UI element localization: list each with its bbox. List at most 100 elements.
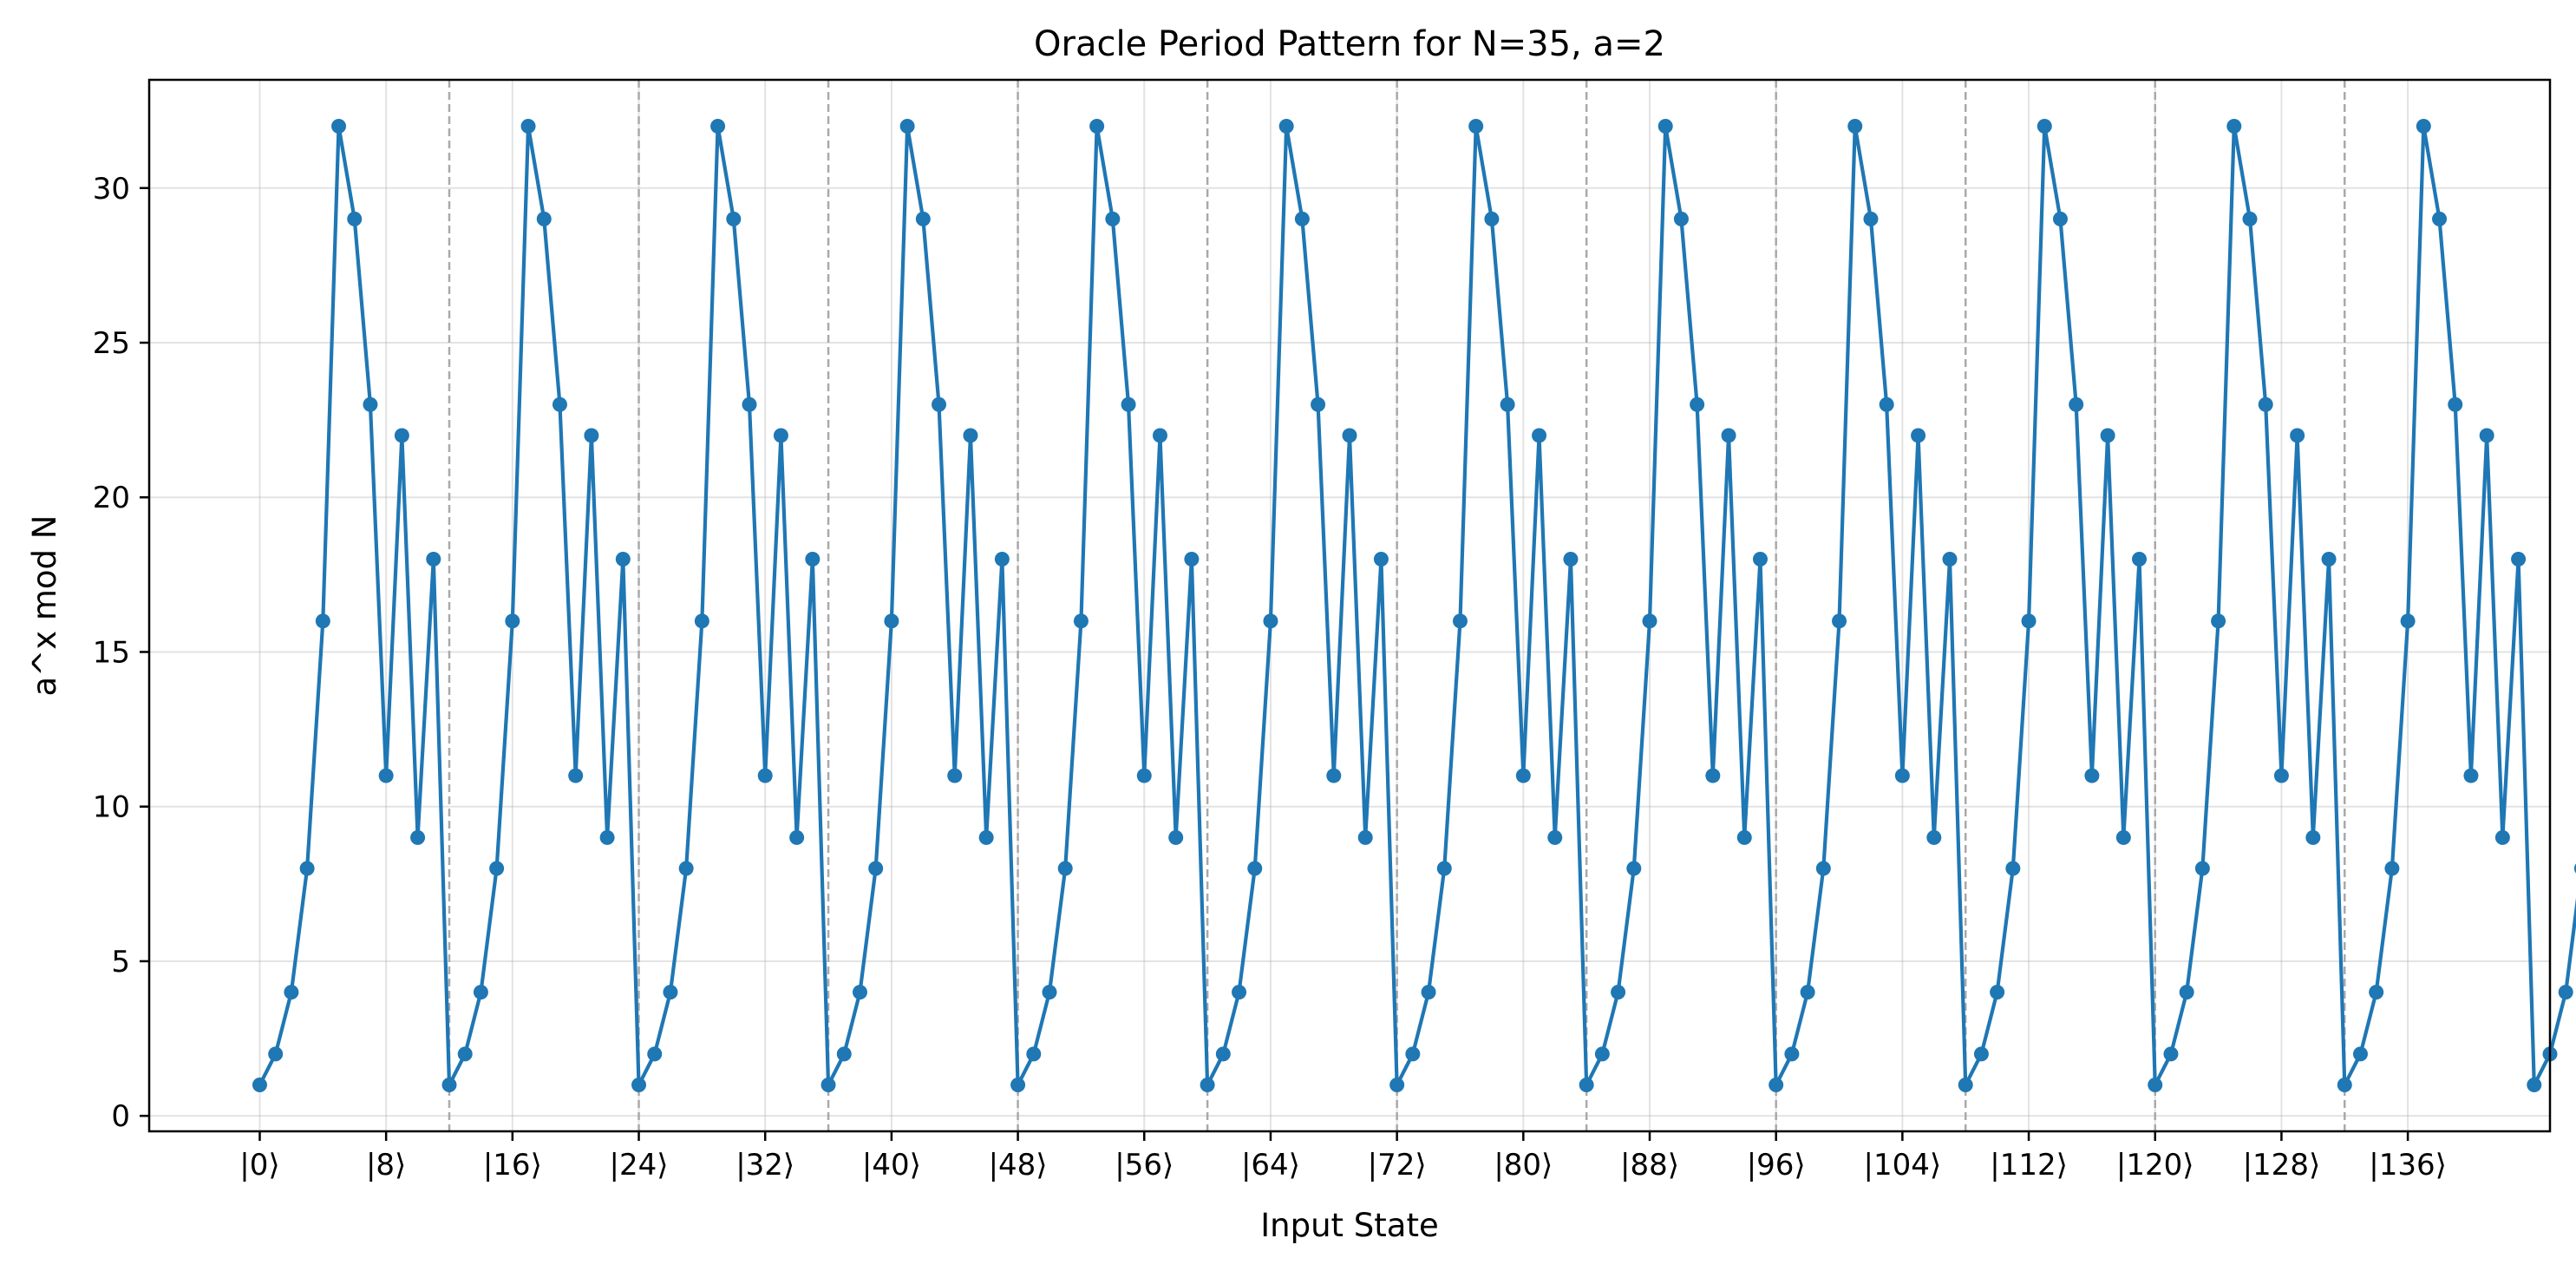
data-point: [2573, 863, 2576, 874]
data-point: [1626, 861, 1642, 876]
x-axis-ticks: |0⟩ |8⟩ |16⟩ |24⟩ |32⟩ |40⟩ |48⟩ |56⟩ |64⟩ |72⟩ |8…: [239, 1131, 2447, 1183]
data-point: [1421, 985, 1436, 1000]
data-point: [1468, 118, 1484, 134]
data-point: [1863, 211, 1879, 226]
data-point: [1200, 1078, 1215, 1093]
data-point: [1847, 118, 1863, 134]
data-point: [2432, 211, 2448, 226]
data-point: [2194, 861, 2210, 876]
data-point: [1184, 552, 1200, 567]
data-point: [1105, 211, 1121, 226]
data-point: [2369, 985, 2384, 1000]
x-axis-label: Input State: [1260, 1207, 1439, 1244]
x-tick-label: |40⟩: [862, 1148, 921, 1183]
data-point: [599, 829, 615, 845]
data-point: [742, 396, 757, 412]
data-point: [899, 118, 915, 134]
x-tick-label: |56⟩: [1115, 1148, 1174, 1183]
x-tick-label: |88⟩: [1620, 1148, 1679, 1183]
data-point: [1532, 428, 1547, 443]
x-tick-label: |72⟩: [1368, 1148, 1427, 1183]
data-point: [410, 829, 426, 845]
y-axis-ticks: 0 5 10 15 20 25 30: [93, 172, 149, 1134]
chart-title: Oracle Period Pattern for N=35, a=2: [1034, 24, 1665, 64]
y-axis-label: a^x mod N: [26, 515, 63, 697]
data-point: [2273, 768, 2289, 783]
data-point: [1736, 829, 1752, 845]
data-point: [315, 613, 330, 629]
data-point: [647, 1046, 663, 1062]
data-point: [631, 1078, 647, 1093]
data-point: [1942, 552, 1958, 567]
data-point: [1389, 1078, 1405, 1093]
x-tick-label: |96⟩: [1747, 1148, 1806, 1183]
data-point: [347, 211, 363, 226]
data-point: [378, 768, 394, 783]
data-point: [915, 211, 931, 226]
data-point: [1784, 1046, 1800, 1062]
data-point: [1990, 985, 2005, 1000]
data-point: [1042, 985, 1057, 1000]
x-tick-label: |104⟩: [1864, 1148, 1942, 1183]
data-point: [2337, 1078, 2352, 1093]
data-point: [884, 613, 899, 629]
data-point: [1594, 1046, 1610, 1062]
data-point: [726, 211, 742, 226]
data-point: [1294, 211, 1310, 226]
data-point: [2352, 1046, 2368, 1062]
data-point: [994, 552, 1010, 567]
data-point: [489, 861, 505, 876]
data-point: [1832, 613, 1847, 629]
data-point: [2163, 1046, 2179, 1062]
data-point: [299, 861, 315, 876]
y-tick-label: 15: [93, 635, 130, 670]
data-point: [1500, 396, 1515, 412]
data-point: [2021, 613, 2037, 629]
data-point: [1436, 861, 1452, 876]
period-lines: [448, 80, 2346, 1131]
y-tick-label: 30: [93, 172, 130, 206]
data-point: [1342, 428, 1357, 443]
x-tick-label: |16⟩: [483, 1148, 542, 1183]
data-point: [1673, 211, 1689, 226]
plot-frame: [147, 78, 2552, 1133]
data-point: [1611, 985, 1626, 1000]
data-point: [2258, 396, 2273, 412]
data-point: [2226, 118, 2242, 134]
data-point: [520, 118, 536, 134]
data-point: [1894, 768, 1910, 783]
data-point: [2100, 428, 2115, 443]
data-point: [252, 1078, 267, 1093]
data-point: [2148, 1078, 2163, 1093]
data-point: [584, 428, 599, 443]
data-point: [1215, 1046, 1231, 1062]
data-point: [441, 1078, 457, 1093]
data-point: [2511, 552, 2527, 567]
data-point: [1311, 396, 1326, 412]
data-point: [1752, 552, 1768, 567]
data-point: [1452, 613, 1468, 629]
x-tick-label: |32⟩: [736, 1148, 794, 1183]
data-point: [284, 985, 299, 1000]
data-point: [473, 985, 488, 1000]
x-tick-label: |64⟩: [1241, 1148, 1300, 1183]
data-point: [1911, 428, 1926, 443]
x-tick-label: |128⟩: [2243, 1148, 2321, 1183]
data-point: [615, 552, 631, 567]
data-point: [1484, 211, 1500, 226]
data-point: [2321, 552, 2337, 567]
data-point: [2132, 552, 2148, 567]
data-point: [1026, 1046, 1042, 1062]
data-point: [694, 613, 709, 629]
data-point: [757, 768, 773, 783]
data-point: [868, 861, 884, 876]
data-point: [773, 428, 788, 443]
data-point: [1705, 768, 1721, 783]
data-point: [1769, 1078, 1784, 1093]
data-point: [1973, 1046, 1989, 1062]
data-point: [2384, 861, 2400, 876]
data-point: [2400, 613, 2416, 629]
y-tick-label: 0: [111, 1099, 130, 1134]
series-line: [258, 124, 2576, 1087]
data-point: [2416, 118, 2431, 134]
